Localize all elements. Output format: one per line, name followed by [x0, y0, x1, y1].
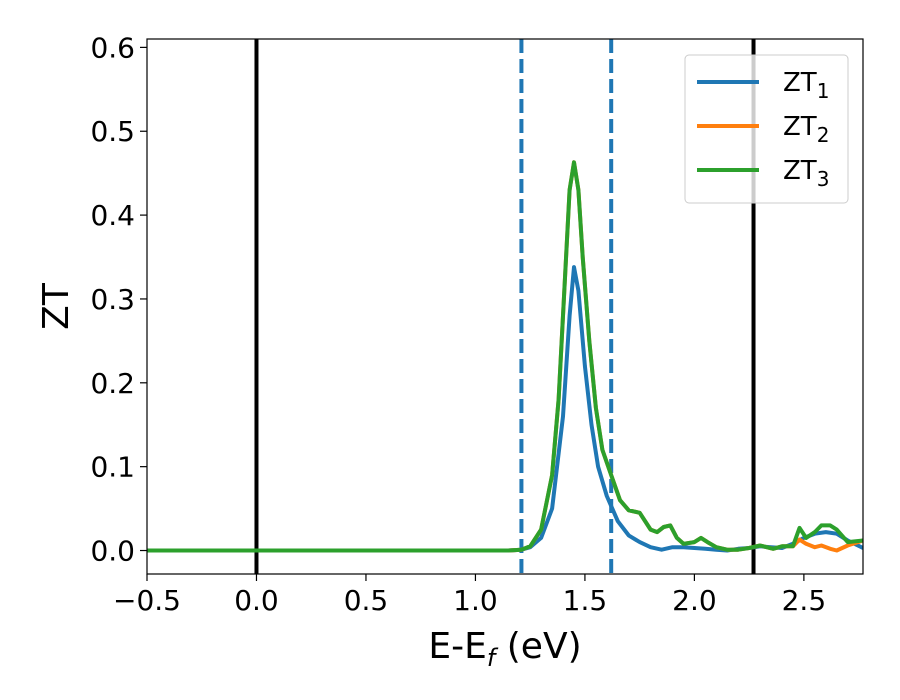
series-line-2	[147, 160, 863, 553]
vertical-lines	[254, 39, 756, 574]
series-line-1	[147, 265, 863, 553]
x-tick-label: 2.0	[672, 584, 717, 617]
x-tick-label: 0.5	[344, 584, 389, 617]
legend-label-2: ZT2	[783, 112, 829, 147]
x-tick-label: 2.5	[782, 584, 827, 617]
y-tick-label: 0.1	[90, 451, 135, 484]
legend-label-sub: 3	[817, 167, 830, 191]
legend-label-sub: 2	[817, 123, 830, 147]
y-tick-label: 0.2	[90, 367, 135, 400]
y-tick-label: 0.4	[90, 199, 135, 232]
legend-label-sub: 1	[817, 79, 830, 103]
x-tick-label: 1.5	[563, 584, 608, 617]
y-tick-label: 0.6	[90, 31, 135, 64]
series-line-3	[147, 160, 863, 553]
legend-label-main: ZT	[783, 112, 817, 142]
x-tick-label: 1.0	[453, 584, 498, 617]
series-lines	[147, 160, 863, 553]
x-axis-label-main: E-E	[428, 626, 486, 667]
plot-area	[146, 38, 864, 575]
y-axis-label: ZT	[36, 282, 77, 330]
legend-label-main: ZT	[783, 156, 817, 186]
legend-label-3: ZT3	[783, 156, 829, 191]
x-tick-label: 0.0	[234, 584, 279, 617]
x-tick-label: −0.5	[113, 584, 181, 617]
x-axis-label-unit: (eV)	[495, 626, 581, 667]
legend-box	[684, 54, 849, 204]
x-axis-label: E-Ef (eV)	[428, 626, 581, 672]
x-axis: −0.5 0.0 0.5 1.0 1.5 2.0 2.5	[113, 574, 826, 617]
y-tick-label: 0.0	[90, 535, 135, 568]
y-axis: 0.0 0.1 0.2 0.3 0.4 0.5 0.6	[90, 31, 147, 568]
y-tick-label: 0.3	[90, 283, 135, 316]
legend-label-1: ZT1	[783, 68, 829, 103]
legend-label-main: ZT	[783, 68, 817, 98]
y-tick-label: 0.5	[90, 115, 135, 148]
